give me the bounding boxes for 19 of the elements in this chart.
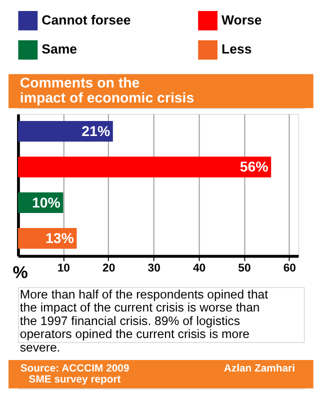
x-axis-title: %	[12, 263, 28, 282]
data-label: 10%	[32, 195, 61, 212]
x-tick-label: 50	[238, 262, 251, 274]
legend-label: Worse	[222, 12, 262, 28]
x-tick-label: 40	[192, 262, 206, 274]
x-tick-label: 10	[57, 262, 70, 274]
data-label: 13%	[46, 231, 74, 248]
data-label: 21%	[82, 124, 110, 140]
source-note: Source: ACCCIM 2009 SME survey report	[20, 363, 130, 386]
legend-label: Cannot forsee	[42, 12, 131, 28]
data-label: 56%	[240, 160, 269, 176]
text: More than half of the respondents opined that the impact of the current crisis is worse than the 1997 financial crisis. 89% of logistics operators opined the current crisis is more severe.	[20, 287, 269, 354]
legend-label: Less	[222, 42, 252, 57]
text: Azlan Zamhari	[224, 363, 296, 374]
x-tick-label: 20	[102, 262, 116, 274]
legend-label: Same	[42, 42, 78, 57]
x-tick-label: 30	[148, 262, 160, 274]
chart-title: Comments on the impact of economic crisis	[20, 75, 194, 106]
x-tick-label: 60	[283, 262, 296, 274]
